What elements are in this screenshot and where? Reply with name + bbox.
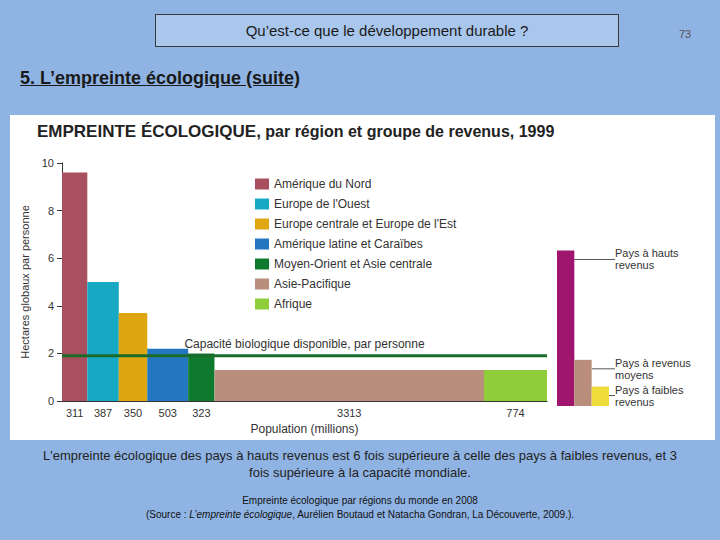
svg-text:311: 311	[66, 407, 84, 419]
svg-text:Pays à hauts: Pays à hauts	[615, 247, 682, 259]
svg-text:Moyen-Orient et Asie centrale: Moyen-Orient et Asie centrale	[274, 257, 432, 271]
html-text:(Source : L’empreinte écologiq: (Source : L’empreinte écologique, Auréli…	[146, 509, 574, 520]
svg-text:Pays à faibles: Pays à faibles	[615, 384, 687, 396]
svg-text:revenus: revenus	[615, 396, 655, 408]
svg-text:387: 387	[94, 407, 112, 419]
svg-text:Asie-Pacifique: Asie-Pacifique	[274, 277, 351, 291]
svg-text:Europe de l'Ouest: Europe de l'Ouest	[274, 197, 370, 211]
svg-text:3313: 3313	[337, 407, 361, 419]
svg-text:10: 10	[42, 157, 54, 169]
html-text:L'empreinte écologique des pay: L'empreinte écologique des pays à hauts …	[43, 448, 677, 480]
svg-text:Europe centrale et Europe de l: Europe centrale et Europe de l'Est	[274, 217, 457, 231]
svg-text:0: 0	[48, 395, 54, 407]
svg-text:revenus: revenus	[615, 259, 655, 271]
html-text:73: 73	[678, 28, 692, 40]
html-text:Qu’est-ce que le développement: Qu’est-ce que le développement durable ?	[245, 22, 529, 39]
svg-text:Capacité biologique disponible: Capacité biologique disponible, par pers…	[184, 337, 424, 351]
svg-text:8: 8	[48, 205, 54, 217]
svg-text:6: 6	[48, 252, 54, 264]
svg-text:Population (millions): Population (millions)	[250, 422, 358, 436]
svg-text:323: 323	[192, 407, 210, 419]
svg-text:774: 774	[506, 407, 524, 419]
svg-text:4: 4	[48, 300, 54, 312]
svg-text:350: 350	[124, 407, 142, 419]
svg-text:Amérique latine et Caraïbes: Amérique latine et Caraïbes	[274, 237, 423, 251]
svg-text:503: 503	[159, 407, 177, 419]
svg-text:2: 2	[48, 347, 54, 359]
svg-text:par région et groupe de revenu: par région et groupe de revenus, 1999	[261, 123, 555, 140]
svg-text:Amérique du Nord: Amérique du Nord	[274, 177, 371, 191]
svg-text:moyens: moyens	[615, 369, 654, 381]
svg-text:EMPREINTE ÉCOLOGIQUE,: EMPREINTE ÉCOLOGIQUE,	[37, 122, 261, 141]
svg-text:Afrique: Afrique	[274, 297, 312, 311]
html-text:5. L’empreinte écologique (sui: 5. L’empreinte écologique (suite)	[20, 68, 301, 88]
html-text:Empreinte écologique par régio: Empreinte écologique par régions du mond…	[242, 495, 478, 506]
svg-text:Hectares globaux par personne: Hectares globaux par personne	[19, 205, 31, 358]
svg-text:Pays à revenus: Pays à revenus	[615, 357, 694, 369]
